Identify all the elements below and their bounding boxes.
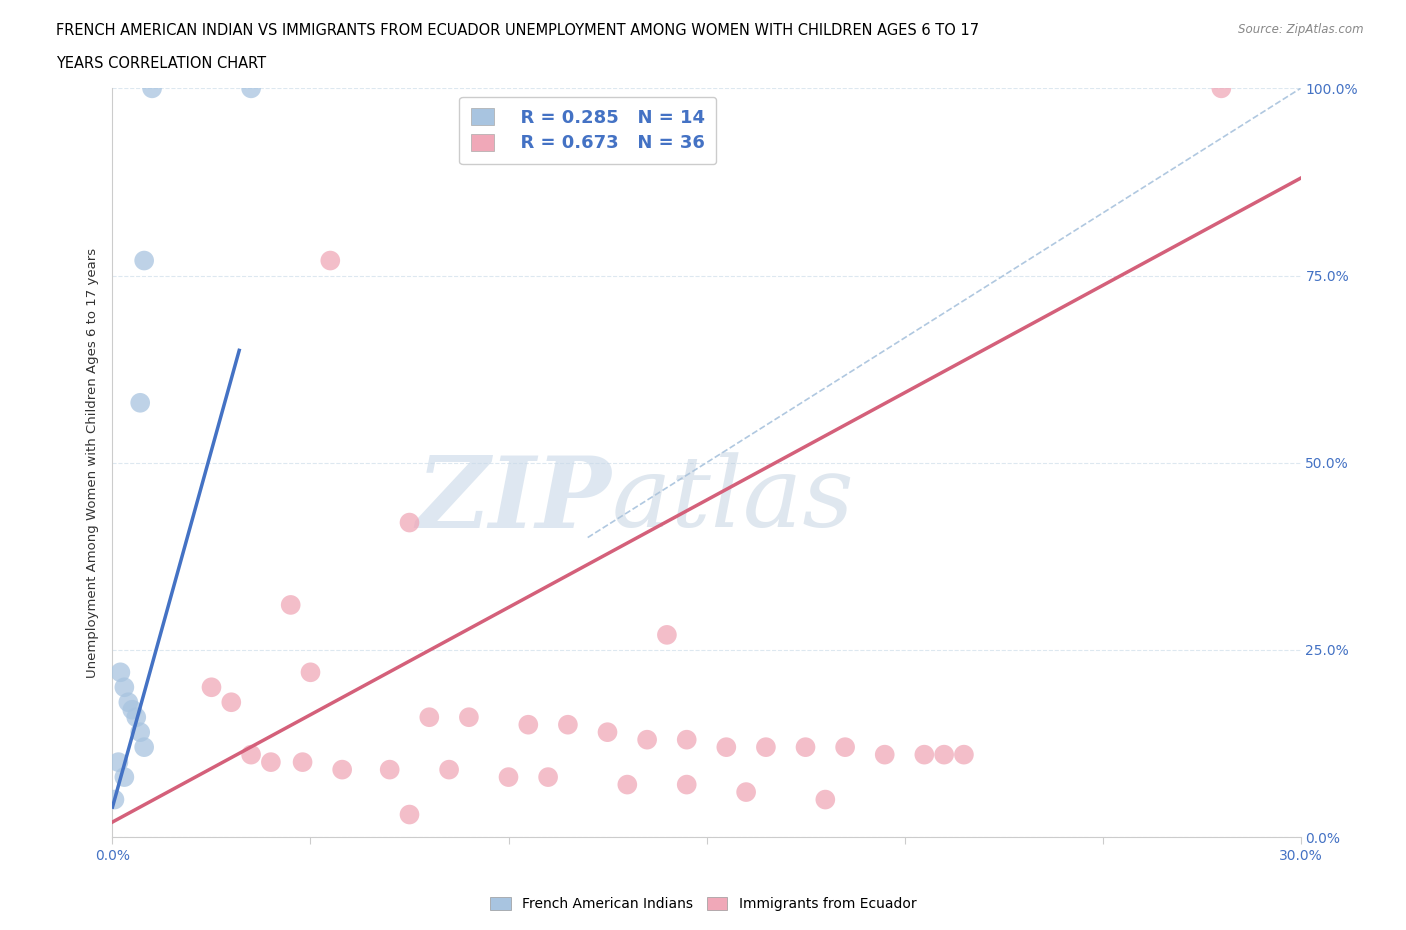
Point xyxy=(299,665,322,680)
Text: FRENCH AMERICAN INDIAN VS IMMIGRANTS FROM ECUADOR UNEMPLOYMENT AMONG WOMEN WITH : FRENCH AMERICAN INDIAN VS IMMIGRANTS FRO… xyxy=(56,23,980,38)
Point xyxy=(735,785,758,800)
Point xyxy=(129,395,152,410)
Point xyxy=(675,732,697,747)
Point xyxy=(437,763,460,777)
Point xyxy=(103,792,125,807)
Legend:   R = 0.285   N = 14,   R = 0.673   N = 36: R = 0.285 N = 14, R = 0.673 N = 36 xyxy=(460,97,716,164)
Point xyxy=(934,747,956,762)
Point xyxy=(121,702,143,717)
Legend: French American Indians, Immigrants from Ecuador: French American Indians, Immigrants from… xyxy=(482,891,924,919)
Y-axis label: Unemployment Among Women with Children Ages 6 to 17 years: Unemployment Among Women with Children A… xyxy=(86,247,100,678)
Text: Source: ZipAtlas.com: Source: ZipAtlas.com xyxy=(1239,23,1364,36)
Point xyxy=(134,739,156,754)
Point xyxy=(112,770,135,785)
Point xyxy=(596,724,619,739)
Point xyxy=(112,680,135,695)
Point xyxy=(814,792,837,807)
Point xyxy=(675,777,697,792)
Point xyxy=(378,763,401,777)
Point xyxy=(240,747,263,762)
Point xyxy=(418,710,440,724)
Point xyxy=(834,739,856,754)
Point xyxy=(200,680,222,695)
Point xyxy=(107,755,129,770)
Point xyxy=(398,807,420,822)
Point xyxy=(219,695,243,710)
Point xyxy=(755,739,778,754)
Point xyxy=(557,717,579,732)
Point xyxy=(240,81,263,96)
Point xyxy=(873,747,896,762)
Point xyxy=(280,597,302,612)
Point xyxy=(655,628,678,643)
Point xyxy=(498,770,520,785)
Point xyxy=(716,739,738,754)
Point xyxy=(110,665,132,680)
Point xyxy=(636,732,658,747)
Point xyxy=(125,710,148,724)
Point xyxy=(141,81,163,96)
Point xyxy=(794,739,817,754)
Point xyxy=(953,747,976,762)
Point xyxy=(398,515,420,530)
Point xyxy=(134,253,156,268)
Point xyxy=(117,695,139,710)
Point xyxy=(458,710,481,724)
Point xyxy=(1211,81,1233,96)
Point xyxy=(517,717,540,732)
Point xyxy=(319,253,342,268)
Point xyxy=(330,763,353,777)
Text: atlas: atlas xyxy=(612,453,855,548)
Point xyxy=(537,770,560,785)
Point xyxy=(129,724,152,739)
Point xyxy=(291,755,314,770)
Point xyxy=(912,747,935,762)
Text: ZIP: ZIP xyxy=(416,452,612,549)
Point xyxy=(260,755,283,770)
Text: YEARS CORRELATION CHART: YEARS CORRELATION CHART xyxy=(56,56,266,71)
Point xyxy=(616,777,638,792)
